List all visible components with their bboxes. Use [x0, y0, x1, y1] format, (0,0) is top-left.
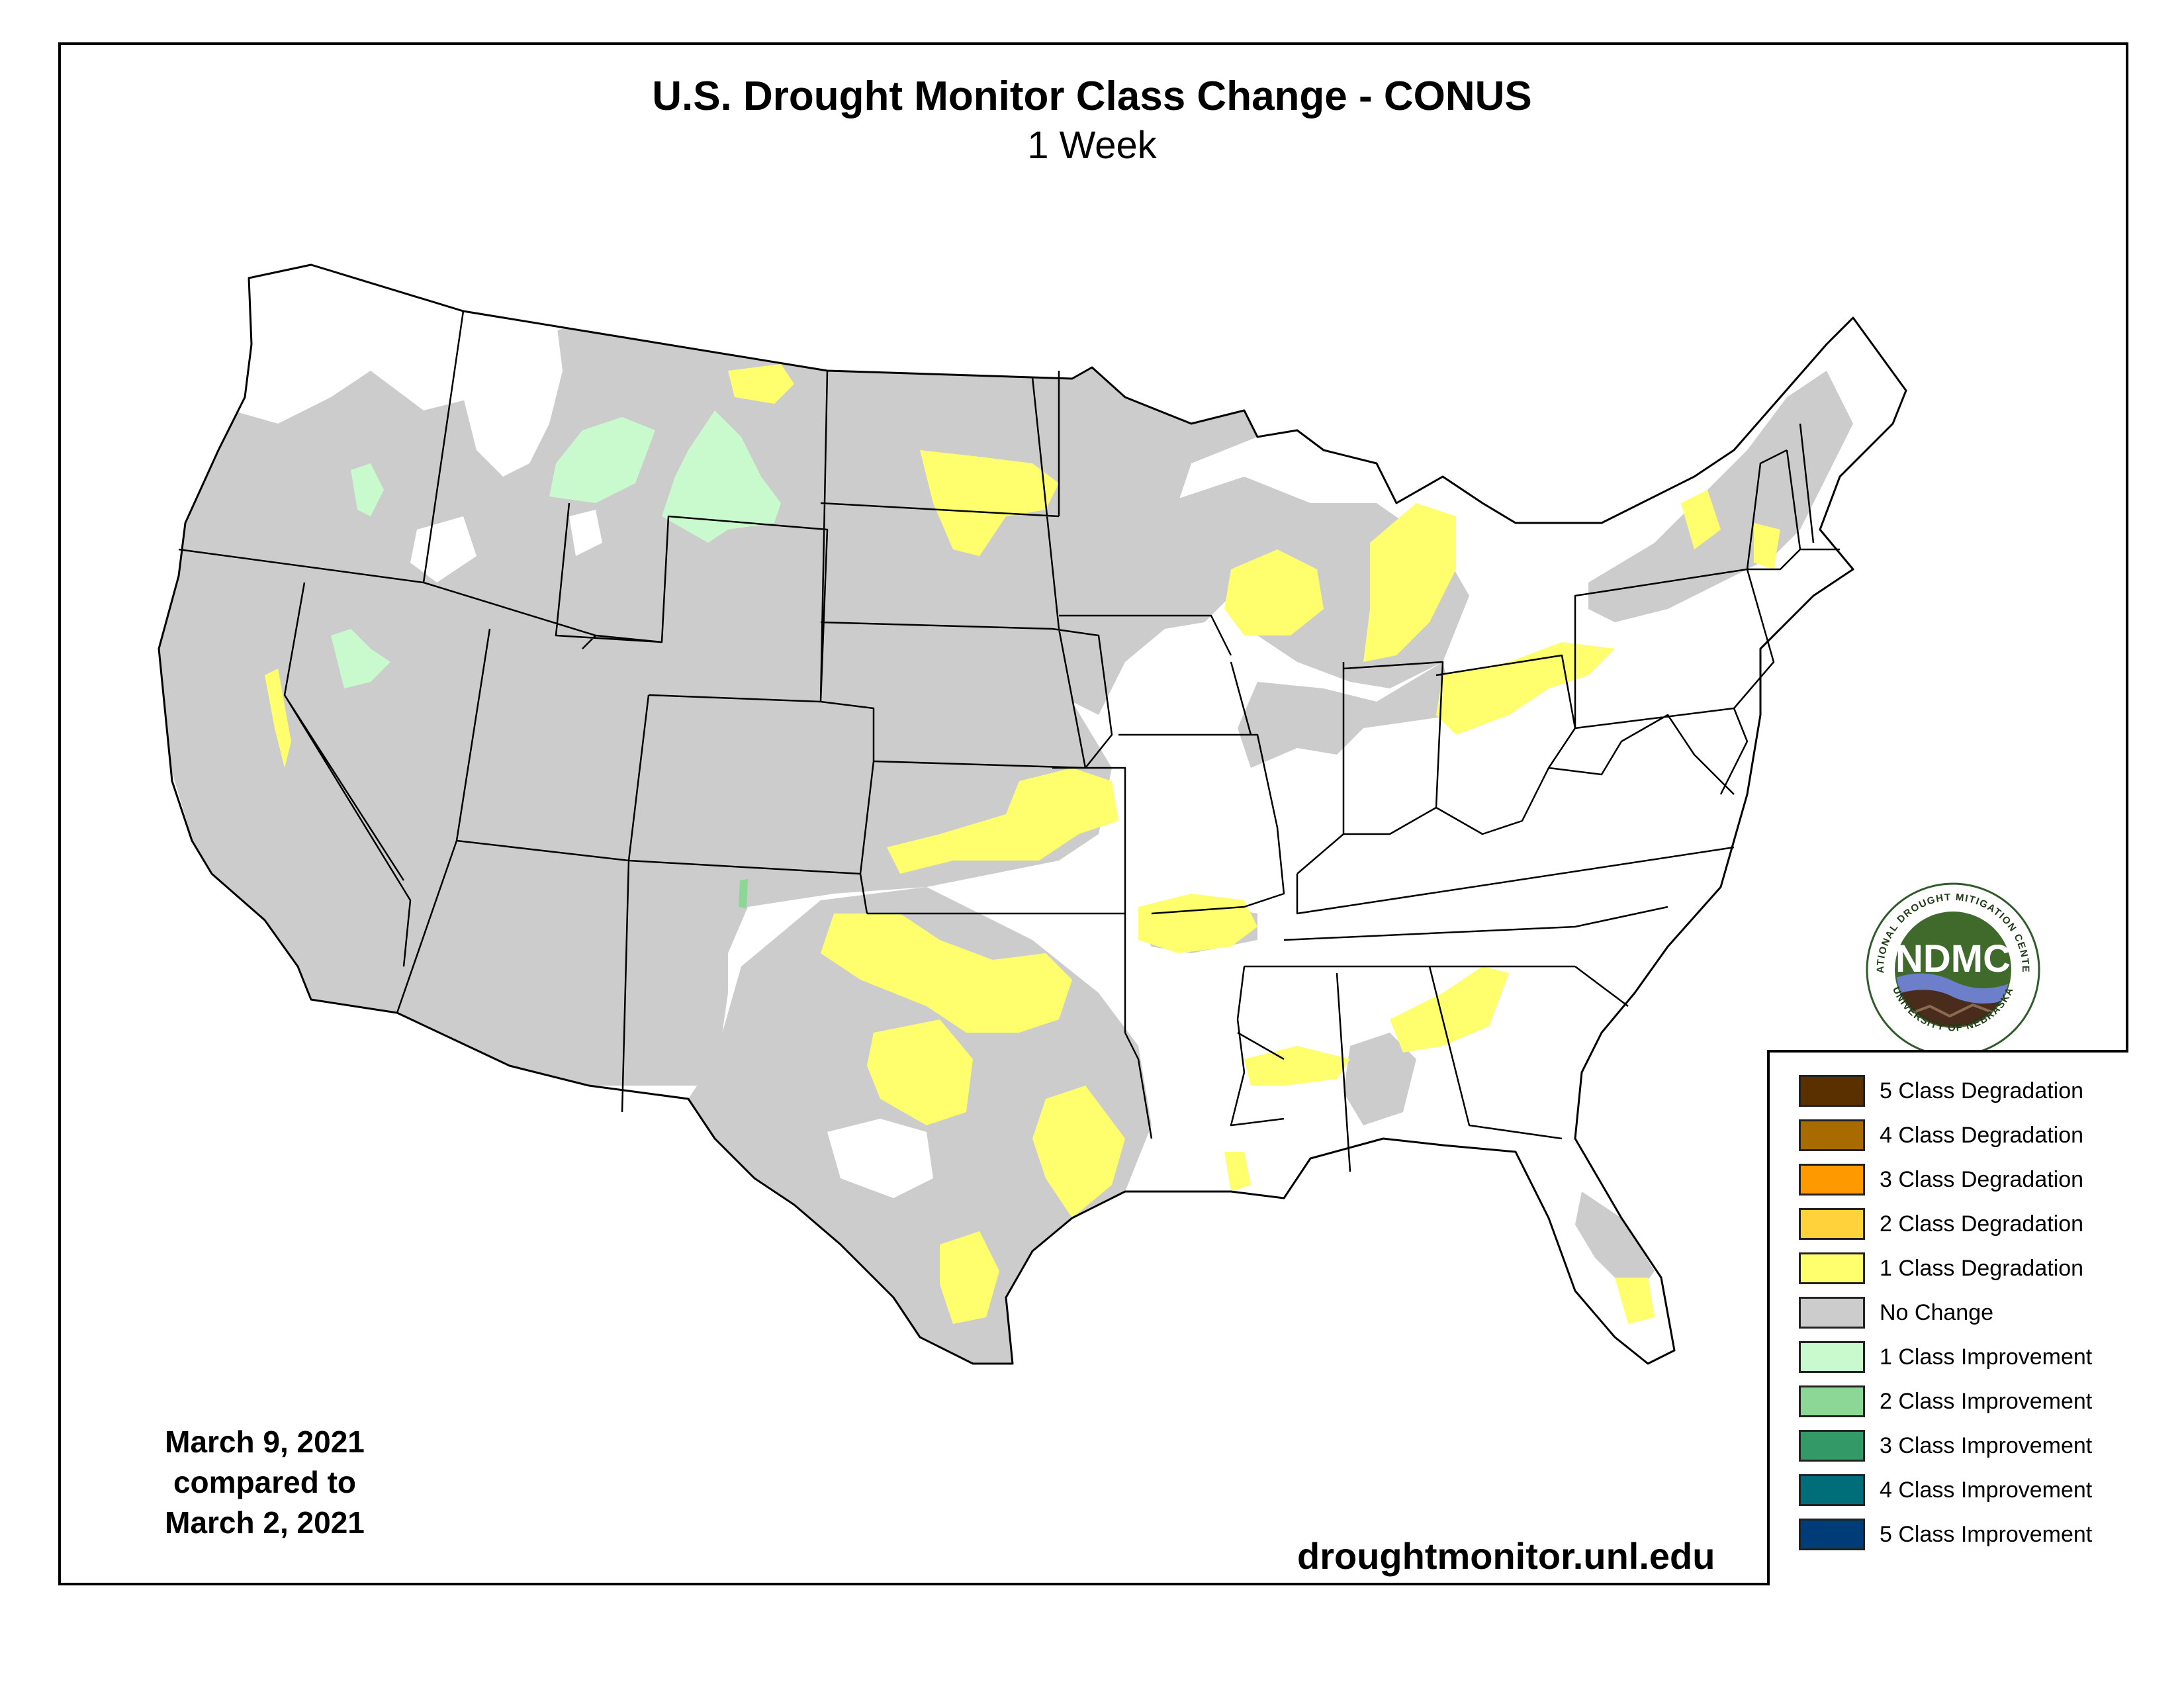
improvement-region-oregon — [351, 463, 384, 516]
legend-label: 2 Class Degradation — [1880, 1211, 2084, 1237]
degradation-region-ohio — [1436, 642, 1615, 735]
degradation-region-georgia — [1390, 966, 1509, 1053]
improvement-region-montana — [549, 417, 655, 503]
legend-label: 2 Class Improvement — [1880, 1388, 2093, 1414]
no-change-region-illinois — [1238, 662, 1456, 768]
date-previous: March 2, 2021 — [165, 1505, 365, 1540]
degradation-region-florida — [1615, 1278, 1655, 1324]
degradation-region-oklahoma — [821, 914, 1072, 1033]
improvement-region-new-mexico — [739, 879, 748, 908]
state-borders — [178, 310, 1840, 1172]
white-area-idaho — [463, 311, 563, 477]
legend-swatch — [1799, 1519, 1865, 1550]
legend-swatch — [1799, 1208, 1865, 1240]
no-change-region-west — [159, 318, 1112, 1086]
legend-item: 5 Class Improvement — [1799, 1517, 2092, 1552]
degradation-region-vermont — [1754, 523, 1780, 569]
legend-label: 4 Class Improvement — [1880, 1477, 2093, 1503]
legend-swatch — [1799, 1119, 1865, 1151]
degradation-region-south-texas — [940, 1231, 999, 1324]
legend-item: 2 Class Improvement — [1799, 1384, 2092, 1419]
legend-swatch — [1799, 1164, 1865, 1196]
white-area-nevada — [410, 516, 477, 583]
date-current: March 9, 2021 — [165, 1425, 365, 1459]
legend-item: 3 Class Improvement — [1799, 1429, 2092, 1463]
legend-swatch — [1799, 1474, 1865, 1506]
legend-label: No Change — [1880, 1299, 1994, 1325]
map-legend: 5 Class Degradation 4 Class Degradation 3 … — [1767, 1050, 2128, 1585]
date-comparison: March 9, 2021 compared to March 2, 2021 — [106, 1422, 424, 1543]
improvement-region-nevada — [331, 629, 390, 688]
legend-swatch — [1799, 1430, 1865, 1462]
no-change-region-alabama — [1343, 1033, 1416, 1125]
legend-swatch — [1799, 1252, 1865, 1284]
legend-swatch — [1799, 1385, 1865, 1417]
legend-swatch — [1799, 1341, 1865, 1373]
degradation-region-west-texas — [867, 1019, 973, 1125]
legend-label: 5 Class Degradation — [1880, 1078, 2084, 1103]
degradation-region-central-texas — [1032, 1086, 1125, 1218]
legend-label: 1 Class Degradation — [1880, 1255, 2084, 1281]
degradation-region-new-york — [1681, 490, 1721, 549]
improvement-region-wyoming — [662, 410, 781, 543]
legend-item: 1 Class Degradation — [1799, 1251, 2083, 1286]
no-change-region-florida — [1575, 1192, 1655, 1297]
legend-item: 4 Class Improvement — [1799, 1473, 2092, 1507]
degradation-region-montana — [728, 364, 794, 404]
logo-abbr: NDMC — [1895, 937, 2011, 980]
white-area-wyoming — [569, 510, 602, 556]
legend-item: 1 Class Improvement — [1799, 1340, 2092, 1374]
legend-swatch — [1799, 1297, 1865, 1329]
degradation-region-louisiana — [1224, 1152, 1251, 1192]
source-url[interactable]: droughtmonitor.unl.edu — [1297, 1535, 1715, 1577]
legend-item: 5 Class Degradation — [1799, 1074, 2083, 1108]
legend-item: 3 Class Degradation — [1799, 1162, 2083, 1197]
white-area-texas — [827, 1119, 933, 1198]
legend-label: 5 Class Improvement — [1880, 1521, 2093, 1547]
legend-item: 2 Class Degradation — [1799, 1207, 2083, 1241]
legend-item: 4 Class Degradation — [1799, 1118, 2083, 1152]
legend-label: 3 Class Degradation — [1880, 1166, 2084, 1192]
degradation-region-kansas-missouri — [887, 768, 1118, 874]
legend-label: 1 Class Improvement — [1880, 1344, 2093, 1370]
degradation-region-mississippi — [1244, 1046, 1350, 1086]
us-outline — [158, 263, 1907, 1365]
no-change-region-upper-midwest — [1032, 367, 1257, 715]
map-title: U.S. Drought Monitor Class Change - CONU… — [652, 73, 1532, 119]
degradation-region-california — [265, 669, 291, 768]
degradation-region-wisconsin — [1224, 549, 1324, 635]
date-compared-to-label: compared to — [173, 1465, 357, 1499]
legend-label: 4 Class Degradation — [1880, 1122, 2084, 1148]
legend-item: No Change — [1799, 1295, 1993, 1330]
degradation-region-michigan — [1363, 503, 1456, 662]
legend-label: 3 Class Improvement — [1880, 1432, 2093, 1458]
ndmc-logo: NDMC NATIONAL DROUGHT MITIGATION CENTER … — [1864, 880, 2040, 1057]
no-change-region-northeast — [1588, 371, 1853, 622]
degradation-region-dakotas — [920, 450, 1059, 556]
map-subtitle: 1 Week — [1027, 124, 1157, 167]
legend-swatch — [1799, 1075, 1865, 1107]
